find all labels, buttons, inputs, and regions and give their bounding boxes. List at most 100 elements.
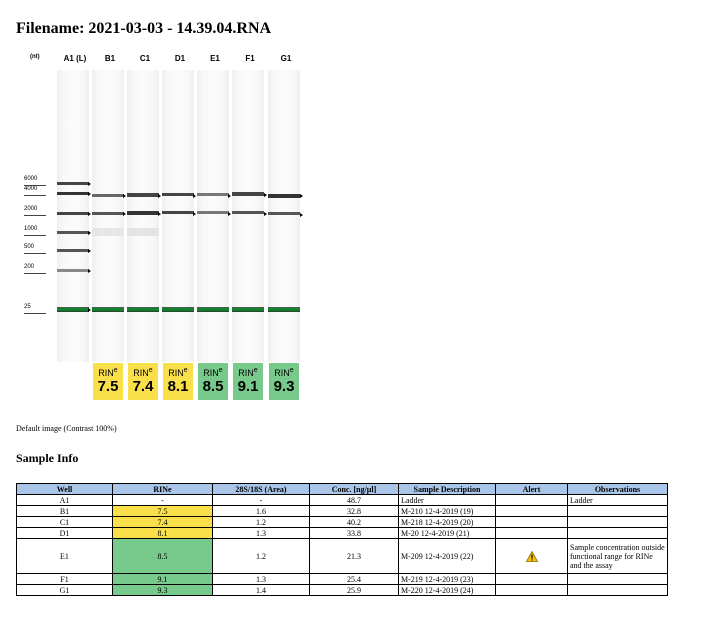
cell-desc: M-20 12-4-2019 (21): [398, 527, 496, 539]
rin-label: RIN: [133, 368, 149, 378]
cell-rine: 8.5: [112, 538, 213, 574]
band-tick: [193, 212, 196, 216]
gel-lane-e1: [197, 70, 229, 362]
col-observations: Observations: [567, 483, 668, 495]
band-tick: [88, 249, 91, 253]
cell-rine: 9.3: [112, 584, 213, 596]
smear: [92, 228, 124, 236]
marker-band: [197, 307, 229, 312]
table-row: G1 9.3 1.4 25.9 M-220 12-4-2019 (24): [16, 584, 668, 596]
marker-band: [57, 307, 89, 312]
size-line: [24, 195, 46, 196]
image-caption: Default image (Contrast 100%): [16, 424, 117, 433]
band-tick: [88, 308, 91, 312]
rrna-28s-band: [162, 193, 194, 196]
cell-desc: M-219 12-4-2019 (23): [398, 573, 496, 585]
size-label-6000: 6000: [24, 176, 38, 182]
size-label-500: 500: [24, 244, 35, 250]
lane-header-g1: G1: [280, 54, 292, 63]
rrna-28s-band: [232, 192, 264, 196]
table-row: F1 9.1 1.3 25.4 M-219 12-4-2019 (23): [16, 573, 668, 585]
cell-rine: 7.4: [112, 516, 213, 528]
rrna-28s-band: [197, 193, 229, 196]
gel-lane-d1: [162, 70, 194, 362]
col-ratio: 28S/18S (Area): [212, 483, 310, 495]
marker-band: [268, 307, 300, 312]
table-row: D1 8.1 1.3 33.8 M-20 12-4-2019 (21): [16, 527, 668, 539]
gel-lane-f1: [232, 70, 264, 362]
marker-band: [127, 307, 159, 312]
rin-box-g1: RINe 9.3: [269, 363, 299, 400]
size-label-2000: 2000: [24, 206, 38, 212]
band-tick: [228, 212, 231, 216]
rin-box-e1: RINe 8.5: [198, 363, 228, 400]
band-tick: [88, 182, 91, 186]
col-conc: Conc. [ng/µl]: [309, 483, 399, 495]
rrna-18s-band: [232, 211, 264, 214]
lane-header-f1: F1: [245, 54, 255, 63]
size-label-25: 25: [24, 304, 31, 310]
ladder-band: [57, 182, 89, 185]
filename-title: Filename: 2021-03-03 - 14.39.04.RNA: [16, 20, 272, 37]
section-title: Sample Info: [16, 451, 79, 465]
cell-well: B1: [16, 505, 113, 517]
rin-label: RIN: [274, 368, 290, 378]
rin-box-d1: RINe 8.1: [163, 363, 193, 400]
cell-conc: 32.8: [309, 505, 399, 517]
cell-well: C1: [16, 516, 113, 528]
cell-obs: [567, 516, 668, 528]
ladder-band: [57, 269, 89, 272]
cell-well: E1: [16, 538, 113, 574]
cell-ratio: 1.2: [212, 538, 310, 574]
cell-ratio: 1.2: [212, 516, 310, 528]
ladder-band: [57, 192, 89, 195]
size-line: [24, 273, 46, 274]
cell-obs: Sample concentration outside functional …: [567, 538, 668, 574]
table-header-row: Well RINe 28S/18S (Area) Conc. [ng/µl] S…: [16, 483, 668, 495]
table-row: A1 - - 48.7 Ladder Ladder: [16, 494, 668, 506]
rin-label: RIN: [238, 368, 254, 378]
rin-value: 8.5: [202, 378, 224, 395]
lane-header-b1: B1: [104, 54, 116, 63]
band-tick: [88, 269, 91, 273]
cell-well: F1: [16, 573, 113, 585]
size-line: [24, 215, 46, 216]
size-line: [24, 235, 46, 236]
size-line: [24, 313, 46, 314]
ladder-band: [57, 249, 89, 252]
cell-conc: 40.2: [309, 516, 399, 528]
rin-sup: e: [113, 367, 118, 374]
size-line: [24, 185, 46, 186]
rrna-28s-band: [127, 193, 159, 197]
marker-band: [232, 307, 264, 312]
cell-desc: Ladder: [398, 494, 496, 506]
rin-label: RIN: [168, 368, 184, 378]
cell-ratio: 1.6: [212, 505, 310, 517]
rin-sup: e: [148, 367, 153, 374]
col-alert: Alert: [495, 483, 568, 495]
band-tick: [88, 231, 91, 235]
band-tick: [123, 212, 126, 216]
rin-sup: e: [218, 367, 223, 374]
rin-box-b1: RINe 7.5: [93, 363, 123, 400]
cell-desc: M-220 12-4-2019 (24): [398, 584, 496, 596]
smear: [127, 228, 159, 236]
rin-value: 7.5: [97, 378, 119, 395]
rin-sup: e: [253, 367, 258, 374]
table-row: E1 8.5 1.2 21.3 M-209 12-4-2019 (22) Sam…: [16, 538, 668, 574]
rin-sup: e: [289, 367, 294, 374]
rin-value: 9.3: [273, 378, 295, 395]
cell-desc: M-218 12-4-2019 (20): [398, 516, 496, 528]
rrna-18s-band: [127, 211, 159, 215]
cell-rine: 9.1: [112, 573, 213, 585]
gel-lane-a1: [57, 70, 89, 362]
gel-lane-b1: [92, 70, 124, 362]
cell-alert: [495, 516, 568, 528]
cell-well: G1: [16, 584, 113, 596]
cell-conc: 33.8: [309, 527, 399, 539]
cell-obs: [567, 573, 668, 585]
cell-alert: [495, 494, 568, 506]
cell-obs: [567, 505, 668, 517]
rin-value: 9.1: [237, 378, 259, 395]
ladder-band: [57, 231, 89, 234]
